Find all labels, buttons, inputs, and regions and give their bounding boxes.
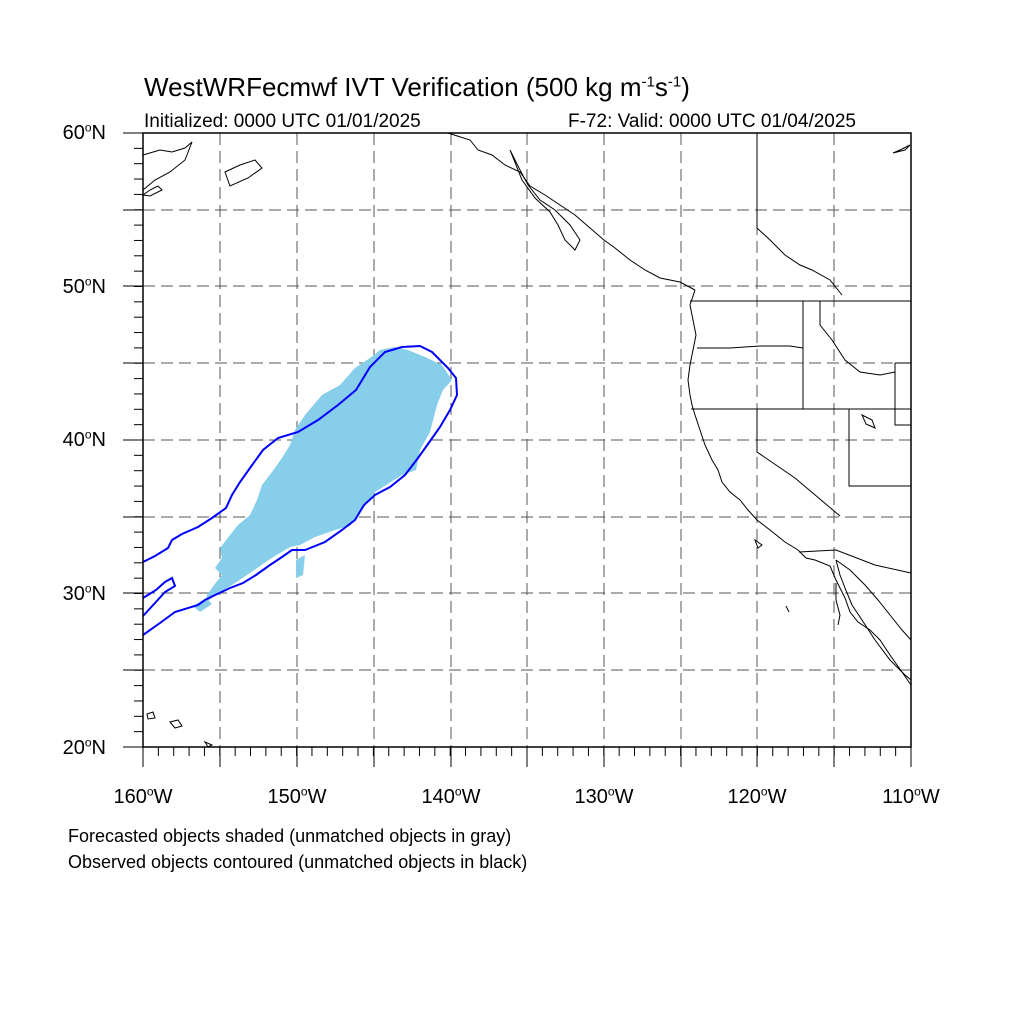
observed-note: Observed objects contoured (unmatched ob… — [68, 852, 528, 872]
lat-label-50: 50oN — [62, 274, 106, 298]
lon-label-130: 130oW — [574, 784, 634, 808]
map-title: WestWRFecmwf IVT Verification (500 kg m-… — [144, 72, 690, 102]
axis-ticks — [123, 132, 912, 767]
initialized-time: Initialized: 0000 UTC 01/01/2025 — [144, 111, 421, 132]
lat-label-20: 20oN — [62, 735, 106, 759]
minor-ticks — [134, 132, 912, 756]
lat-label-30: 30oN — [62, 581, 106, 605]
lon-label-110: 110oW — [882, 784, 940, 808]
observed-ivt-contours — [142, 344, 459, 636]
forecast-ivt-object-part — [296, 555, 305, 578]
valid-time: F-72: Valid: 0000 UTC 01/04/2025 — [568, 111, 856, 132]
lat-label-40: 40oN — [62, 427, 106, 451]
map-frame — [142, 132, 912, 748]
forecast-note: Forecasted objects shaded (unmatched obj… — [68, 826, 512, 846]
lon-label-150: 150oW — [267, 784, 327, 808]
lon-label-140: 140oW — [421, 784, 481, 808]
coastlines — [141, 132, 912, 748]
forecast-ivt-object — [205, 347, 452, 604]
lon-label-120: 120oW — [727, 784, 787, 808]
lat-label-60: 60oN — [62, 120, 106, 144]
lon-label-160: 160oW — [113, 784, 173, 808]
forecast-ivt-object-part — [193, 598, 212, 612]
grid-lines — [143, 133, 911, 747]
